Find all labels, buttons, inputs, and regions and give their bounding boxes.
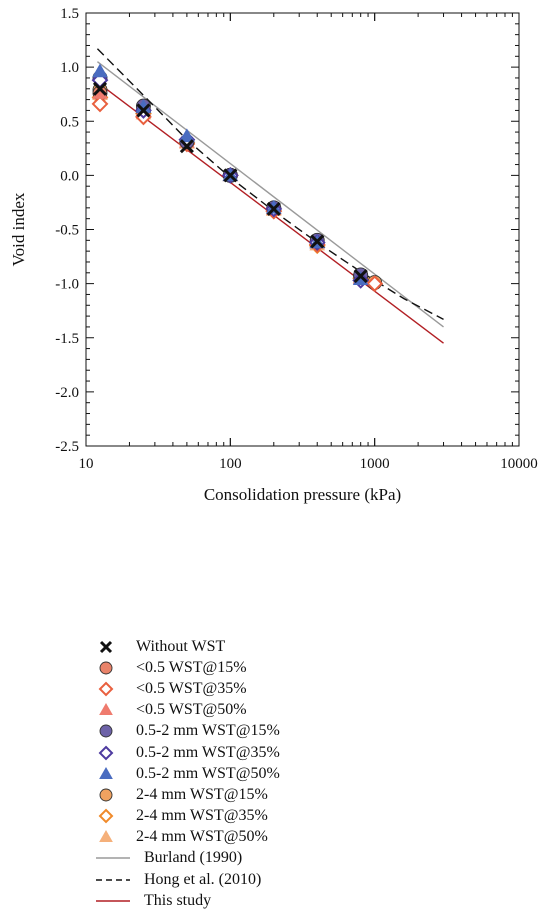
legend-item: <0.5 WST@50% bbox=[96, 700, 416, 721]
legend-label: <0.5 WST@50% bbox=[136, 701, 247, 719]
legend-item: <0.5 WST@15% bbox=[96, 657, 416, 678]
y-tick-label: 1.5 bbox=[60, 6, 79, 22]
legend-marker bbox=[99, 830, 113, 843]
legend-marker bbox=[99, 766, 113, 779]
y-tick-label: -0.5 bbox=[55, 223, 79, 239]
y-tick-label: 1.0 bbox=[60, 60, 79, 76]
legend-marker bbox=[98, 808, 114, 824]
legend-label: Hong et al. (2010) bbox=[144, 870, 262, 888]
legend-item: 2-4 mm WST@50% bbox=[96, 827, 416, 848]
legend-label: 0.5-2 mm WST@15% bbox=[136, 722, 280, 740]
legend-label: Burland (1990) bbox=[144, 849, 243, 867]
point-without-wst bbox=[266, 201, 281, 216]
line-hong-et-al-2010 bbox=[96, 48, 444, 320]
data-points bbox=[91, 63, 384, 293]
legend-item: 2-4 mm WST@35% bbox=[96, 806, 416, 827]
legend-item: 0.5-2 mm WST@35% bbox=[96, 742, 416, 763]
legend-item: Burland (1990) bbox=[96, 848, 416, 869]
legend-marker bbox=[99, 788, 113, 802]
legend-label: 2-4 mm WST@35% bbox=[136, 807, 268, 825]
legend-label: 2-4 mm WST@50% bbox=[136, 828, 268, 846]
reference-lines bbox=[96, 48, 444, 344]
x-tick-label: 100 bbox=[219, 456, 242, 472]
point-0-5-wst-35 bbox=[91, 95, 109, 113]
point-without-wst bbox=[223, 168, 238, 183]
legend-line-sample bbox=[96, 878, 130, 881]
legend-marker bbox=[99, 724, 113, 738]
point-0-5-2-mm-wst-50 bbox=[92, 63, 108, 78]
legend-label: 0.5-2 mm WST@50% bbox=[136, 764, 280, 782]
line-burland-1990 bbox=[97, 61, 444, 328]
point-0-5-2-mm-wst-50 bbox=[179, 128, 195, 143]
x-tick-label: 10 bbox=[79, 456, 94, 472]
tick-labels: 10 100 1000 10000 1.5 1.0 0.5 0.0 -0.5 -1.0 -1.5 -2… bbox=[55, 6, 538, 472]
chart: 10 100 1000 10000 1.5 1.0 0.5 0.0 -0.5 -1.0 -1.5 -2… bbox=[9, 6, 538, 504]
legend-label: Without WST bbox=[136, 637, 226, 655]
legend-label: This study bbox=[144, 891, 212, 909]
axis-ticks bbox=[85, 12, 520, 447]
y-tick-label: -2.0 bbox=[55, 385, 79, 401]
point-without-wst bbox=[136, 103, 151, 118]
y-tick-label: 0.5 bbox=[60, 114, 79, 130]
point-without-wst bbox=[179, 139, 194, 154]
legend-item: Hong et al. (2010) bbox=[96, 869, 416, 890]
legend: Without WST <0.5 WST@15% <0.5 WST@35% <0.5 … bbox=[96, 636, 416, 911]
legend-marker bbox=[98, 681, 114, 697]
legend-marker bbox=[99, 661, 113, 675]
legend-label: <0.5 WST@35% bbox=[136, 679, 247, 697]
legend-item: This study bbox=[96, 890, 416, 911]
x-axis-label: Consolidation pressure (kPa) bbox=[204, 485, 401, 504]
plot-frame bbox=[85, 12, 520, 447]
legend-line-sample bbox=[96, 857, 130, 860]
legend-marker bbox=[99, 703, 113, 716]
legend-item: <0.5 WST@35% bbox=[96, 678, 416, 699]
legend-label: 2-4 mm WST@15% bbox=[136, 785, 268, 803]
point-without-wst bbox=[353, 268, 368, 284]
x-tick-label: 1000 bbox=[360, 456, 390, 472]
legend-item: 0.5-2 mm WST@15% bbox=[96, 721, 416, 742]
y-tick-label: -1.0 bbox=[55, 277, 79, 293]
y-tick-label: -2.5 bbox=[55, 439, 79, 455]
legend-line-sample bbox=[96, 900, 130, 902]
legend-item: 2-4 mm WST@15% bbox=[96, 784, 416, 805]
y-tick-label: -1.5 bbox=[55, 331, 79, 347]
legend-item: Without WST bbox=[96, 636, 416, 657]
legend-label: <0.5 WST@15% bbox=[136, 658, 247, 676]
legend-item: 0.5-2 mm WST@50% bbox=[96, 763, 416, 784]
point-without-wst bbox=[92, 81, 108, 96]
y-axis-label: Void index bbox=[9, 192, 28, 266]
legend-marker bbox=[98, 745, 114, 760]
point-without-wst bbox=[310, 234, 325, 249]
legend-label: 0.5-2 mm WST@35% bbox=[136, 743, 280, 761]
x-tick-label: 10000 bbox=[500, 456, 538, 472]
point-0-5-wst-35 bbox=[366, 275, 384, 293]
legend-marker bbox=[99, 640, 113, 653]
y-tick-label: 0.0 bbox=[60, 168, 79, 184]
